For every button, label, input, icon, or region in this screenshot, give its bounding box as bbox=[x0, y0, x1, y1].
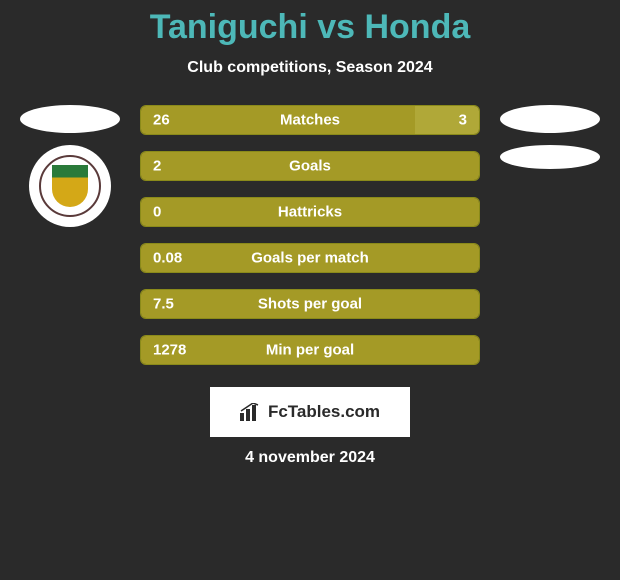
stat-bar: Goals per match 0.08 bbox=[140, 243, 480, 273]
stat-bar: Shots per goal 7.5 bbox=[140, 289, 480, 319]
right-column bbox=[500, 105, 600, 381]
stat-bar-left-fill bbox=[141, 106, 415, 134]
stat-bar: Hattricks 0 bbox=[140, 197, 480, 227]
content-row: Matches 26 3 Goals 2 Hattricks 0 Goals per matc… bbox=[0, 105, 620, 381]
stat-value-left: 0.08 bbox=[153, 250, 182, 267]
stat-value-left: 7.5 bbox=[153, 296, 174, 313]
stat-value-left: 1278 bbox=[153, 342, 186, 359]
stat-value-left: 2 bbox=[153, 158, 161, 175]
stat-bar: Matches 26 3 bbox=[140, 105, 480, 135]
left-column bbox=[20, 105, 120, 381]
stat-bar: Goals 2 bbox=[140, 151, 480, 181]
subtitle: Club competitions, Season 2024 bbox=[0, 59, 620, 77]
stat-bar-right-fill bbox=[415, 106, 479, 134]
brand-chart-icon bbox=[240, 403, 262, 421]
stat-label: Shots per goal bbox=[258, 296, 362, 313]
stat-label: Min per goal bbox=[266, 342, 354, 359]
club-logo-left-inner bbox=[39, 155, 101, 217]
stat-label: Goals per match bbox=[251, 250, 369, 267]
stat-value-right: 3 bbox=[459, 112, 467, 129]
stat-value-left: 26 bbox=[153, 112, 170, 129]
stat-label: Hattricks bbox=[278, 204, 342, 221]
club-crest-icon bbox=[52, 165, 88, 207]
club-logo-placeholder-right bbox=[500, 145, 600, 169]
club-logo-left bbox=[29, 145, 111, 227]
player-photo-placeholder-right bbox=[500, 105, 600, 133]
brand-text: FcTables.com bbox=[268, 402, 380, 422]
brand-badge: FcTables.com bbox=[210, 387, 410, 437]
footer-date: 4 november 2024 bbox=[0, 449, 620, 467]
comparison-card: Taniguchi vs Honda Club competitions, Se… bbox=[0, 0, 620, 467]
stat-bar: Min per goal 1278 bbox=[140, 335, 480, 365]
stat-value-left: 0 bbox=[153, 204, 161, 221]
stats-bars: Matches 26 3 Goals 2 Hattricks 0 Goals per matc… bbox=[140, 105, 480, 381]
page-title: Taniguchi vs Honda bbox=[0, 8, 620, 47]
stat-label: Goals bbox=[289, 158, 331, 175]
player-photo-placeholder-left bbox=[20, 105, 120, 133]
stat-label: Matches bbox=[280, 112, 340, 129]
